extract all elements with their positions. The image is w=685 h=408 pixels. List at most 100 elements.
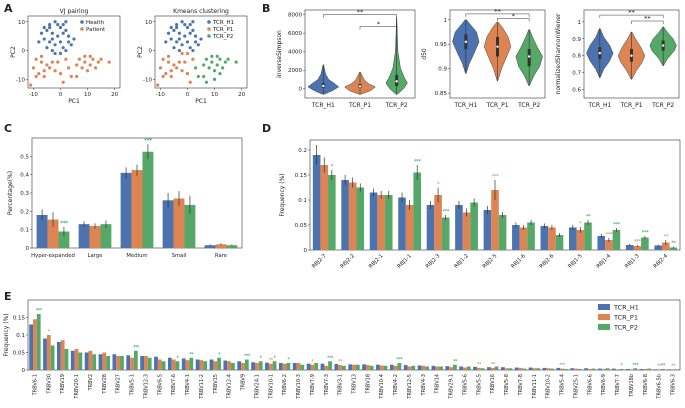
bar-TCR_H1 <box>181 358 186 370</box>
chart-title: VJ pairing <box>60 8 89 15</box>
scatter-point <box>169 74 173 79</box>
scatter-point <box>37 40 41 44</box>
bar-TCR_P1 <box>171 359 176 370</box>
bar-TCR_P2 <box>555 235 564 250</box>
bar-TCR_P1 <box>574 368 578 370</box>
violin-median <box>496 45 499 48</box>
bar-TCR_P2 <box>369 365 374 370</box>
bar-TCR_P2 <box>480 368 485 370</box>
bar-TCR_P1 <box>352 364 356 370</box>
x-tick-label: TRBV11-2 <box>199 374 205 400</box>
chart-C-ytick-label: 0.5 <box>20 154 29 160</box>
scatter-point <box>53 43 57 47</box>
scatter-point <box>31 66 36 70</box>
bar-TCR_H1 <box>455 205 463 250</box>
y-axis-label: normalizedShannonWiener <box>555 13 562 94</box>
scatter-point <box>166 31 171 35</box>
bar-TCR_P1 <box>476 367 481 370</box>
chart-A1-frame <box>27 15 121 89</box>
legend-marker <box>207 27 211 31</box>
scatter-point <box>37 72 41 76</box>
scatter-point <box>80 66 84 70</box>
legend-marker <box>207 20 211 24</box>
bar-TCR_P1 <box>643 368 648 370</box>
bar-TCR_P1 <box>629 369 634 370</box>
chart-C-ytick-label: 0.2 <box>20 209 29 215</box>
bar-TCR_H1 <box>540 226 549 250</box>
chart-B3-ytick-label: 0.6 <box>572 88 581 94</box>
bar-TCR_P1 <box>407 366 412 370</box>
bar-TCR_P2 <box>258 361 263 370</box>
chart-A1: VJ pairing -10 0 10 20 -10 0 10 PC1 PC2 HealthPati… <box>10 8 121 105</box>
scatter-point <box>210 60 214 64</box>
bar-TCR_P2 <box>286 363 291 370</box>
bar-TCR_P2 <box>536 368 541 370</box>
x-tick-label: TCR_H1 <box>587 102 611 109</box>
significance-star: ** <box>657 363 662 369</box>
bar-TCR_P1 <box>377 195 385 250</box>
scatter-point <box>50 48 54 53</box>
bar-TCR_P1 <box>46 335 51 370</box>
scatter-point <box>185 40 190 44</box>
bar-TCR_P2 <box>78 352 83 370</box>
significance-bracket <box>323 14 397 18</box>
bar-TCR_P1 <box>74 349 79 370</box>
chart-B2-ytick-label: 0.9 <box>438 67 447 73</box>
bar-TCR_H1 <box>483 210 492 250</box>
chart-B1: 0 2000 4000 6000 8000 inverseSimpson TCR_H1 TCR… <box>276 8 416 109</box>
bar-TCR_H1 <box>204 245 216 248</box>
x-tick-label: TCR_P1 <box>485 102 508 109</box>
x-tick-label: TCR_H1 <box>311 102 335 109</box>
significance-star: * <box>331 164 334 170</box>
scatter-point <box>58 25 63 30</box>
bar-TCR_P2 <box>411 365 416 370</box>
bar-TCR_P1 <box>671 369 675 370</box>
scatter-point <box>180 20 184 24</box>
chart-E-ytick-label: 0.05 <box>13 351 26 357</box>
bar-TCR_P2 <box>439 366 443 370</box>
bar-TCR_H1 <box>597 236 606 250</box>
significance-star: * <box>48 329 51 335</box>
x-tick-label: TCR_H1 <box>453 102 477 109</box>
significance-star: * <box>260 355 263 361</box>
legend-label: TCR_P1 <box>212 27 233 33</box>
scatter-point <box>56 23 60 27</box>
scatter-point <box>164 40 168 44</box>
bar-TCR_P1 <box>157 359 162 370</box>
bar-TCR_P2 <box>669 247 678 250</box>
significance-star: ** <box>491 362 496 368</box>
scatter-point <box>91 57 95 61</box>
bar-TCR_H1 <box>569 227 577 250</box>
y-axis-label: PC2 <box>10 46 17 58</box>
bar-TCR_H1 <box>292 363 297 370</box>
chart-B1-frame <box>304 9 416 99</box>
x-tick-label: RBJ2-6 <box>539 253 556 270</box>
scatter-point <box>45 28 49 32</box>
scatter-point <box>215 63 219 67</box>
chart-A1-ytick-label: -10 <box>16 77 25 83</box>
x-tick-label: TCR_P1 <box>348 102 371 109</box>
scatter-point <box>193 66 198 70</box>
bar-TCR_P2 <box>120 356 124 370</box>
significance-bracket <box>465 13 530 17</box>
legend-swatch <box>598 314 610 320</box>
x-tick-label: RBJ2-7 <box>311 253 328 270</box>
y-axis-label: PC2 <box>137 46 144 58</box>
x-tick-label: TCR_P2 <box>651 102 674 109</box>
significance-star: *** <box>396 357 403 363</box>
scatter-point <box>191 28 195 32</box>
bar-TCR_P2 <box>641 237 649 250</box>
chart-title: Kmeans clustering <box>173 8 229 15</box>
scatter-point <box>83 54 87 58</box>
bar-TCR_H1 <box>341 180 349 250</box>
scatter-point <box>175 23 179 27</box>
bar-TCR_P2 <box>217 357 221 370</box>
bar-TCR_P2 <box>244 359 249 370</box>
bar-TCR_P2 <box>189 357 194 370</box>
bar-TCR_H1 <box>376 364 380 370</box>
scatter-point <box>161 57 165 61</box>
bar-TCR_P1 <box>449 367 454 370</box>
bar-TCR_H1 <box>334 364 339 370</box>
x-tick-label: TRBV12-5 <box>407 374 413 400</box>
significance-star: *** <box>244 354 251 360</box>
